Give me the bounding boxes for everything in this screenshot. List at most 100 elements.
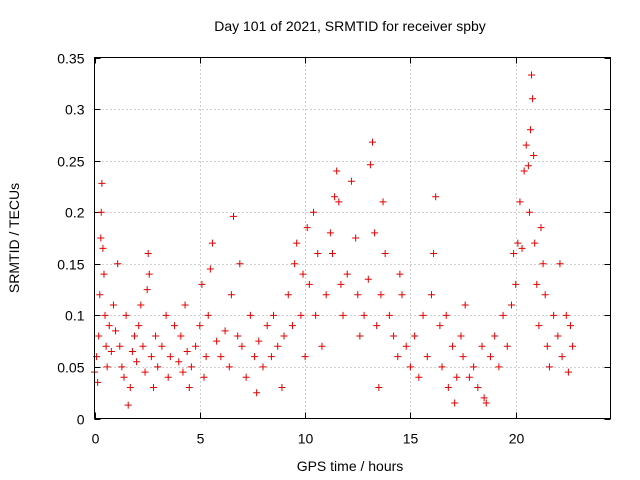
- data-point: [373, 322, 381, 330]
- data-point: [128, 347, 136, 355]
- y-tick-label: 0.35: [57, 51, 84, 67]
- data-point: [141, 368, 149, 376]
- data-point: [124, 401, 132, 409]
- data-point: [145, 270, 153, 278]
- data-point: [512, 280, 520, 288]
- data-point: [139, 342, 147, 350]
- data-point: [427, 291, 435, 299]
- y-tick-label: 0.15: [57, 257, 84, 273]
- data-point: [299, 270, 307, 278]
- data-point: [379, 198, 387, 206]
- data-point: [236, 260, 244, 268]
- data-point: [175, 358, 183, 366]
- data-point: [187, 363, 195, 371]
- data-point: [354, 291, 362, 299]
- data-point: [100, 270, 108, 278]
- data-point: [118, 363, 126, 371]
- data-point: [328, 249, 336, 257]
- data-point: [154, 363, 162, 371]
- data-point: [528, 71, 536, 79]
- data-point: [120, 373, 128, 381]
- data-point: [179, 368, 187, 376]
- data-point: [331, 193, 339, 201]
- data-point: [131, 332, 139, 340]
- data-point: [221, 327, 229, 335]
- data-point: [263, 322, 271, 330]
- data-point: [343, 270, 351, 278]
- data-point: [185, 384, 193, 392]
- data-point: [356, 332, 364, 340]
- data-point: [133, 358, 141, 366]
- data-point: [149, 384, 157, 392]
- data-point: [122, 311, 130, 319]
- data-point: [103, 363, 111, 371]
- data-point: [238, 342, 246, 350]
- data-point: [480, 394, 488, 402]
- data-point: [335, 198, 343, 206]
- data-point: [470, 363, 478, 371]
- data-point: [94, 378, 102, 386]
- data-point: [529, 95, 537, 103]
- data-point: [109, 301, 117, 309]
- data-point: [126, 384, 134, 392]
- data-point: [326, 229, 334, 237]
- data-point: [137, 301, 145, 309]
- data-point: [95, 332, 103, 340]
- data-point: [377, 291, 385, 299]
- data-point: [318, 342, 326, 350]
- data-point: [385, 311, 393, 319]
- data-point: [143, 286, 151, 294]
- data-point: [274, 342, 282, 350]
- data-point: [339, 311, 347, 319]
- data-point: [398, 291, 406, 299]
- x-tick-label: 0: [92, 431, 100, 447]
- data-point: [96, 291, 104, 299]
- data-point: [183, 347, 191, 355]
- data-point: [217, 353, 225, 361]
- data-point: [196, 322, 204, 330]
- data-point: [259, 363, 267, 371]
- data-point: [181, 301, 189, 309]
- y-tick-label: 0.05: [57, 360, 84, 376]
- data-point: [230, 212, 238, 220]
- data-point: [508, 301, 516, 309]
- data-point: [518, 244, 526, 252]
- data-point: [451, 399, 459, 407]
- data-point: [535, 322, 543, 330]
- data-point: [98, 179, 106, 187]
- data-point: [375, 384, 383, 392]
- data-point: [522, 141, 530, 149]
- data-point: [213, 337, 221, 345]
- data-point: [491, 332, 499, 340]
- data-point: [305, 280, 313, 288]
- data-point: [569, 342, 577, 350]
- data-point: [430, 249, 438, 257]
- data-point: [402, 342, 410, 350]
- x-axis-label: GPS time / hours: [297, 458, 404, 474]
- data-point: [227, 291, 235, 299]
- data-point: [459, 353, 467, 361]
- data-point: [270, 311, 278, 319]
- data-point: [539, 260, 547, 268]
- data-point: [322, 291, 330, 299]
- data-point: [533, 280, 541, 288]
- data-point: [192, 342, 200, 350]
- data-point: [284, 291, 292, 299]
- data-point: [97, 234, 105, 242]
- x-tick-label: 10: [298, 431, 314, 447]
- data-point: [465, 373, 473, 381]
- data-point: [147, 353, 155, 361]
- data-point: [364, 275, 372, 283]
- data-point: [394, 353, 402, 361]
- data-point: [543, 342, 551, 350]
- data-point: [381, 249, 389, 257]
- data-point: [545, 363, 553, 371]
- data-point: [550, 311, 558, 319]
- axis-ticks: 0 0.05 0.1 0.15 0.2 0.25 0.3 0.35 0 5 10 15 20: [57, 51, 611, 447]
- data-point: [202, 353, 210, 361]
- data-point: [562, 311, 570, 319]
- data-point: [530, 151, 538, 159]
- data-point: [415, 373, 423, 381]
- data-point: [514, 239, 522, 247]
